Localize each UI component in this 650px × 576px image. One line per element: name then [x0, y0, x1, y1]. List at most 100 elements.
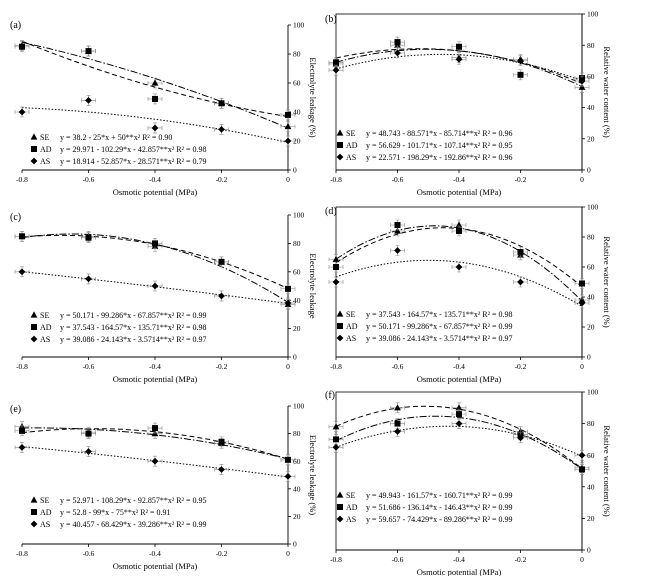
data-point — [151, 124, 159, 132]
y-tick-label: 60 — [293, 457, 301, 466]
x-tick-label: -0.8 — [330, 555, 342, 564]
regression-equation: y = 50.171 - 99.286*x - 67.857**x² R² = … — [60, 311, 206, 320]
data-point — [332, 255, 340, 263]
data-point — [152, 95, 158, 102]
y-tick-label: 80 — [293, 50, 301, 59]
y-tick-label: 40 — [293, 108, 301, 117]
legend-marker — [337, 504, 343, 510]
regression-equation: y = 37.543 - 164.57*x - 135.71**x² R² = … — [60, 323, 206, 332]
trend-line — [335, 48, 583, 88]
x-tick-label: -0.6 — [392, 555, 404, 564]
legend-marker — [336, 515, 344, 523]
y-tick-label: 80 — [587, 41, 595, 50]
chart-panel: (f) -0.8 -0.6 -0.4 -0.2 00 20 40 60 80 100 Osmotic … — [325, 388, 612, 576]
data-point — [394, 39, 401, 46]
y-tick-label: 0 — [293, 353, 297, 362]
data-point — [19, 427, 25, 434]
data-point — [151, 282, 159, 290]
chart-panel: (b) -0.8 -0.6 -0.4 -0.2 00 20 40 60 80 100 Osmotic … — [325, 10, 612, 197]
data-point — [394, 222, 401, 228]
legend-label: AS — [346, 334, 356, 343]
series-as — [14, 442, 296, 482]
y-tick-label: 100 — [293, 211, 305, 220]
data-point — [284, 122, 292, 130]
x-axis-title: Osmotic potential (MPa) — [113, 187, 198, 197]
y-tick-label: 60 — [293, 267, 301, 276]
x-tick-label: -0.4 — [453, 175, 465, 184]
trend-line — [21, 428, 289, 460]
legend-label: SE — [346, 310, 355, 319]
data-point — [218, 126, 225, 133]
panel-label: (f) — [325, 390, 335, 401]
legend-marker — [336, 491, 344, 498]
x-axis-title: Osmotic potential (MPa) — [417, 187, 502, 197]
data-point — [218, 292, 225, 300]
legend-marker — [30, 496, 38, 503]
y-tick-label: 40 — [293, 484, 301, 493]
data-point — [284, 137, 292, 145]
x-tick-label: -0.6 — [83, 175, 95, 184]
regression-equation: y = 52.8 - 99*x - 75**x² R² = 0.91 — [60, 508, 170, 517]
y-tick-label: 0 — [293, 540, 297, 549]
legend-label: AS — [346, 153, 356, 162]
series-as — [14, 95, 296, 147]
x-tick-label: -0.2 — [216, 175, 228, 184]
data-point — [19, 43, 25, 50]
y-tick-label: 0 — [587, 546, 591, 555]
regression-equation: y = 29.971 - 102.29*x - 42.857**x² R² = … — [60, 145, 206, 154]
data-point — [333, 264, 339, 270]
series-ad — [328, 219, 590, 289]
regression-equation: y = 37.543 - 164.57*x - 135.71**x² R² = … — [366, 310, 512, 319]
legend-marker — [30, 520, 38, 528]
x-tick-label: -0.6 — [392, 362, 404, 371]
y-axis-title: Electrolyte leakage (%) — [308, 435, 318, 515]
data-point — [455, 263, 463, 271]
regression-equation: y = 50.171 - 99.286*x - 67.857**x² R² = … — [366, 322, 512, 331]
regression-equation: y = 22.571 - 198.29*x - 192.86**x² R² = … — [366, 153, 512, 162]
data-point — [517, 57, 524, 65]
x-tick-label: 0 — [580, 362, 584, 371]
legend-marker — [31, 509, 37, 515]
y-axis-title: Relative water content (%) — [602, 425, 612, 517]
data-point — [456, 43, 462, 50]
panel-label: (c) — [10, 212, 21, 223]
regression-equation: y = 38.2 - 25*x + 50**x² R² = 0.90 — [60, 133, 172, 142]
x-axis-title: Osmotic potential (MPa) — [417, 567, 502, 576]
data-point — [152, 425, 158, 432]
series-as — [328, 47, 590, 87]
legend-label: SE — [40, 133, 49, 142]
chart-panel: (c) -0.8 -0.6 -0.4 -0.2 00 20 40 60 80 100 Osmotic … — [10, 211, 318, 384]
chart-panel: (d) -0.8 -0.6 -0.4 -0.2 00 20 40 60 80 100 Osmotic … — [325, 203, 612, 384]
regression-equation: y = 59.657 - 74.429*x - 89.286**x² R² = … — [366, 515, 512, 524]
data-point — [517, 71, 524, 78]
x-tick-label: 0 — [286, 362, 290, 371]
legend-label: AD — [40, 323, 52, 332]
data-point — [332, 66, 340, 74]
panel-label: (b) — [325, 14, 337, 25]
x-tick-label: 0 — [286, 549, 290, 558]
chart-panel: (e) -0.8 -0.6 -0.4 -0.2 00 20 40 60 80 100 Osmotic … — [10, 402, 318, 571]
x-tick-label: -0.8 — [16, 362, 28, 371]
data-point — [284, 299, 292, 307]
data-point — [85, 275, 92, 283]
y-tick-label: 20 — [587, 323, 595, 332]
regression-equation: y = 18.914 - 52.857*x - 28.571**x² R² = … — [60, 157, 206, 166]
data-point — [579, 280, 585, 287]
data-point — [284, 472, 292, 480]
trend-line — [21, 427, 289, 460]
x-tick-label: -0.2 — [216, 362, 228, 371]
y-tick-label: 100 — [587, 10, 599, 19]
y-tick-label: 60 — [587, 263, 595, 272]
y-tick-label: 0 — [587, 166, 591, 175]
x-tick-label: -0.8 — [16, 549, 28, 558]
legend-marker — [30, 157, 38, 165]
y-tick-label: 20 — [293, 324, 301, 333]
data-point — [19, 233, 25, 240]
x-tick-label: -0.2 — [515, 555, 527, 564]
data-point — [578, 77, 586, 85]
series-as — [14, 266, 296, 309]
data-point — [332, 443, 340, 451]
data-point — [455, 420, 463, 427]
y-tick-label: 20 — [293, 512, 301, 521]
